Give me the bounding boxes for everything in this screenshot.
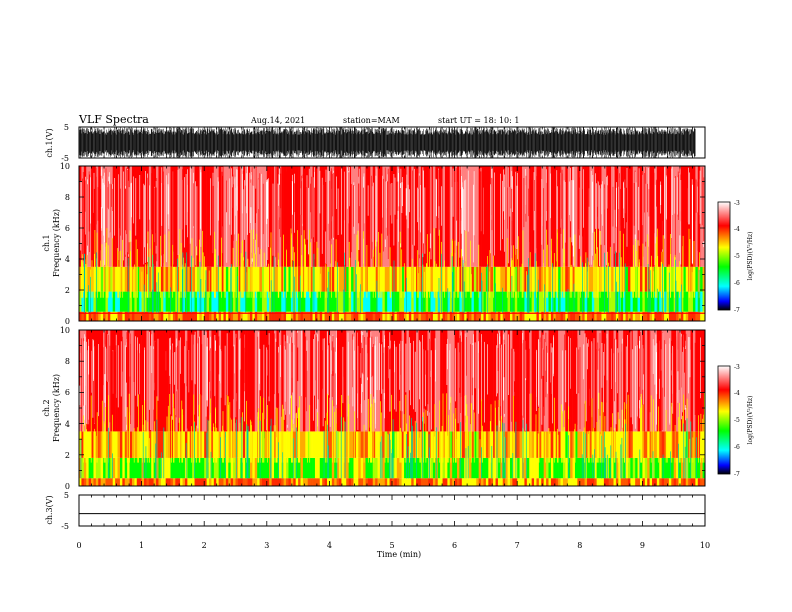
x-axis-tick-labels: 0 1 2 3 4 5 6 7 8 9 10 — [76, 541, 710, 550]
ch2-ytick-6: 6 — [65, 388, 70, 397]
ch1-waveform-panel: 5 -5 ch.1(V) — [45, 123, 706, 163]
ch1-ytick-2: 2 — [65, 286, 70, 295]
ch2-ytick-10: 10 — [60, 326, 70, 335]
ch1-waveform-spikes — [78, 127, 696, 158]
ch2-ytick-0: 0 — [65, 482, 70, 491]
ch1-ylabel: ch.1(V) — [45, 128, 54, 157]
x-tick-label-2: 2 — [202, 541, 207, 550]
ch1-ytick-6: 6 — [65, 224, 70, 233]
ch1-cb-tick-m3: -3 — [734, 200, 740, 207]
x-tick-label-0: 0 — [76, 541, 81, 550]
ch1-waveform-trace — [78, 127, 696, 158]
ch1-cb-tick-m7: -7 — [734, 307, 740, 314]
ch1-cb-tick-m4: -4 — [734, 226, 740, 233]
ch2-ytick-2: 2 — [65, 451, 70, 460]
x-tick-label-10: 10 — [700, 541, 710, 550]
ch2-spec-red-streaks — [79, 330, 705, 432]
x-tick-label-5: 5 — [389, 541, 394, 550]
ch2-cb-tick-m3: -3 — [734, 364, 740, 371]
ch2-ytick-4: 4 — [65, 420, 70, 429]
x-axis-label: Time (min) — [377, 550, 421, 559]
ch1-ytick-top: 5 — [64, 123, 69, 132]
ch2-spec-band-1 — [79, 457, 706, 479]
ch2-ytick-8: 8 — [65, 357, 70, 366]
header-start-time: start UT = 18: 10: 1 — [438, 116, 519, 125]
ch2-cb-tick-m5: -5 — [734, 417, 740, 424]
ch1-colorbar-label: log(PSD)(V²/Hz) — [747, 232, 754, 281]
ch2-ylabel-frequency: Frequency (kHz) — [52, 374, 61, 442]
ch1-ylabel-frequency: Frequency (kHz) — [52, 209, 61, 277]
ch2-cb-tick-m4: -4 — [734, 390, 740, 397]
ch1-ytick-8: 8 — [65, 193, 70, 202]
header-date: Aug.14, 2021 — [250, 116, 305, 125]
ch2-spectrogram-image — [79, 329, 706, 487]
ch2-ylabel-channel: ch.2 — [42, 399, 51, 416]
ch2-cb-tick-m7: -7 — [734, 471, 740, 478]
ch2-colorbar-label: log(PSD)(V²/Hz) — [747, 396, 754, 445]
ch3-ytick-bottom: -5 — [61, 522, 69, 531]
ch1-spectrogram-image — [79, 165, 706, 322]
ch1-colorbar: -3 -4 -5 -6 -7 log(PSD)(V²/Hz) — [717, 200, 754, 314]
ch1-ylabel-channel: ch.1 — [42, 234, 51, 251]
ch1-ytick-10: 10 — [60, 162, 70, 171]
x-tick-label-9: 9 — [640, 541, 645, 550]
ch3-waveform-panel: 5 -5 ch.3(V) — [45, 491, 706, 531]
ch1-cb-tick-m5: -5 — [734, 253, 740, 260]
ch2-colorbar-gradient — [717, 365, 731, 475]
x-tick-label-3: 3 — [264, 541, 269, 550]
figure-title: VLF Spectra — [78, 113, 149, 126]
ch2-cb-tick-m6: -6 — [734, 444, 740, 451]
ch1-spec-cyan-spikes — [83, 251, 700, 314]
x-tick-label-7: 7 — [515, 541, 520, 550]
ch1-spec-band-1 — [79, 291, 706, 312]
x-tick-label-6: 6 — [452, 541, 457, 550]
ch1-ytick-bottom: -5 — [61, 154, 69, 163]
ch3-ytick-top: 5 — [64, 491, 69, 500]
ch1-ytick-4: 4 — [65, 255, 70, 264]
ch1-spec-red-streaks — [82, 166, 705, 267]
ch1-ytick-0: 0 — [65, 317, 70, 326]
x-tick-label-1: 1 — [139, 541, 144, 550]
x-tick-label-8: 8 — [577, 541, 582, 550]
ch2-spec-band-0 — [79, 478, 706, 486]
ch1-spec-band-0 — [79, 311, 706, 321]
x-axis-ticks — [78, 127, 706, 526]
x-tick-label-4: 4 — [327, 541, 332, 550]
ch1-cb-tick-m6: -6 — [734, 280, 740, 287]
ch2-spectrogram-panel: 0 2 4 6 8 10 ch.2 Frequency (kHz) — [42, 326, 706, 491]
ch2-spec-cyan-spikes — [80, 416, 697, 479]
ch2-spec-yellow-spikes — [83, 392, 705, 463]
ch1-colorbar-gradient — [717, 201, 731, 311]
ch1-spectrogram-panel: 0 2 4 6 8 10 ch.1 Frequency (kHz) — [42, 162, 706, 326]
ch3-ylabel: ch.3(V) — [45, 495, 54, 524]
ch2-colorbar: -3 -4 -5 -6 -7 log(PSD)(V²/Hz) — [717, 364, 754, 478]
header-station: station=MAM — [343, 116, 400, 125]
